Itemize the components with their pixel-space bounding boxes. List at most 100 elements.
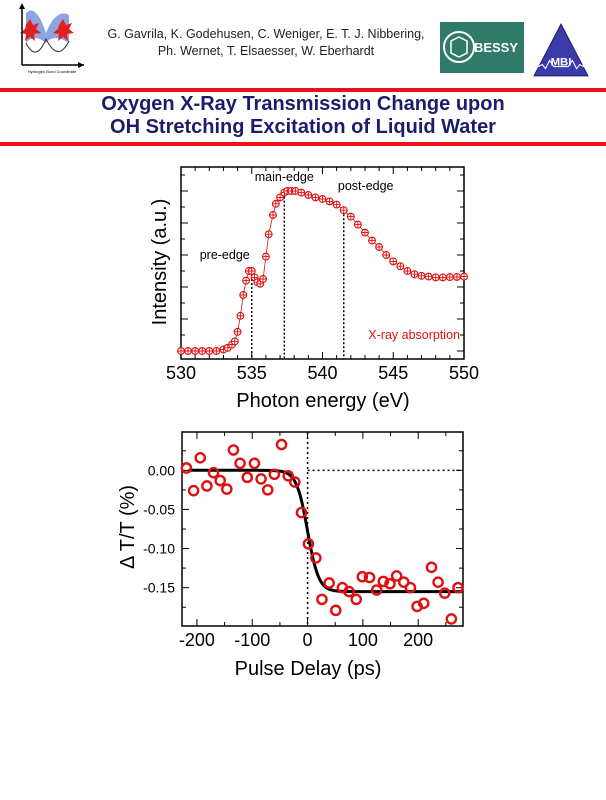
data-point	[452, 581, 464, 594]
y-tick-label: -0.10	[143, 541, 175, 557]
data-point-cross	[212, 347, 220, 355]
x-tick-label: 540	[307, 363, 337, 383]
x-axis-label: Pulse Delay (ps)	[235, 658, 382, 680]
title-line-2: OH Stretching Excitation of Liquid Water	[110, 116, 496, 138]
data-point-cross	[272, 200, 280, 208]
x-tick-label: 200	[403, 630, 433, 650]
data-point	[234, 457, 246, 470]
x-tick-label: -100	[234, 630, 270, 650]
data-point-cross	[460, 273, 468, 280]
data-point	[310, 552, 322, 564]
data-point	[343, 585, 355, 598]
data-point-cross	[259, 275, 267, 283]
data-point-cross	[368, 237, 376, 244]
data-point-cross	[262, 253, 270, 260]
mbi-logo-text: MBI	[551, 57, 572, 69]
bessy-logo: BESSY	[440, 22, 524, 73]
y-axis-label: Δ T/T (%)	[117, 485, 139, 569]
data-point	[295, 506, 308, 519]
data-point-cross	[354, 221, 362, 228]
x-tick-label: 550	[449, 363, 479, 383]
authors: G. Gavrila, K. Godehusen, C. Weniger, E.…	[98, 26, 434, 60]
x-tick-label: 545	[378, 363, 408, 383]
x-axis-label: Photon energy (eV)	[236, 390, 409, 412]
data-point	[187, 484, 200, 497]
x-tick-label: 100	[348, 630, 378, 650]
mbi-logo: MBI	[533, 22, 589, 77]
title-line-1: Oxygen X-Ray Transmission Change upon	[101, 93, 505, 115]
data-point	[221, 483, 233, 495]
divider-bottom	[0, 142, 606, 146]
data-point-cross	[319, 195, 326, 203]
data-point-cross	[234, 328, 241, 336]
x-tick-label: 0	[303, 630, 313, 650]
annotation-label: post-edge	[338, 179, 394, 193]
authors-line-2: Ph. Wernet, T. Elsaesser, W. Eberhardt	[157, 44, 375, 58]
data-point-cross	[265, 230, 273, 238]
data-point	[180, 462, 193, 474]
data-point	[302, 538, 315, 550]
data-point	[363, 571, 376, 584]
x-tick-label: 530	[166, 363, 196, 383]
data-point	[248, 457, 261, 470]
data-point-cross	[418, 272, 425, 280]
data-point	[255, 473, 267, 485]
data-point	[227, 444, 240, 456]
data-point	[194, 452, 207, 464]
data-point-cross	[382, 251, 390, 259]
data-point-cross	[432, 274, 440, 281]
bessy-logo-text: BESSY	[474, 40, 518, 55]
data-point-cross	[242, 277, 250, 284]
data-point-cross	[404, 267, 411, 275]
data-point-cross	[361, 229, 369, 236]
x-tick-label: 535	[237, 363, 267, 383]
data-point-cross	[375, 243, 383, 251]
data-point-cross	[276, 194, 284, 201]
data-point-cross	[239, 291, 247, 299]
data-point	[417, 597, 430, 610]
annotation-label: pre-edge	[200, 248, 250, 262]
data-point	[275, 438, 288, 451]
y-tick-label: 0.00	[148, 462, 175, 478]
data-point	[289, 476, 301, 488]
data-point	[432, 576, 444, 588]
data-point	[201, 480, 213, 492]
data-point	[425, 561, 438, 574]
x-tick-label: -200	[179, 630, 215, 650]
data-point-cross	[326, 198, 333, 205]
data-point	[398, 576, 410, 588]
data-point	[350, 593, 363, 606]
data-point	[438, 587, 451, 599]
data-point-cross	[231, 338, 239, 345]
data-point	[316, 593, 328, 606]
data-point-cross	[198, 347, 206, 355]
legend-label: X-ray absorption	[368, 328, 460, 342]
data-point	[356, 570, 369, 583]
data-point-cross	[177, 347, 185, 355]
data-point	[390, 570, 403, 582]
annotation-label: main-edge	[255, 170, 314, 184]
potential-energy-logo: Hydrogen Bond Coordinate	[19, 3, 84, 74]
data-point-cross	[439, 274, 447, 281]
data-point-cross	[340, 206, 348, 214]
data-point	[323, 577, 335, 589]
data-point	[377, 575, 390, 588]
logo-caption-x: Hydrogen Bond Coordinate	[28, 69, 77, 74]
y-axis-label: Intensity (a.u.)	[149, 199, 171, 326]
data-point	[241, 471, 254, 484]
data-point-cross	[269, 211, 277, 219]
data-point	[261, 484, 274, 496]
data-point	[404, 581, 417, 594]
data-point-cross	[347, 213, 355, 220]
data-point	[268, 468, 281, 481]
data-point-cross	[333, 201, 341, 208]
data-point-cross	[248, 267, 256, 275]
data-point-cross	[389, 258, 397, 265]
divider-top	[0, 88, 606, 92]
data-point-cross	[184, 347, 192, 355]
data-point-cross	[453, 273, 461, 281]
data-point-cross	[304, 191, 312, 199]
data-point	[329, 604, 342, 617]
